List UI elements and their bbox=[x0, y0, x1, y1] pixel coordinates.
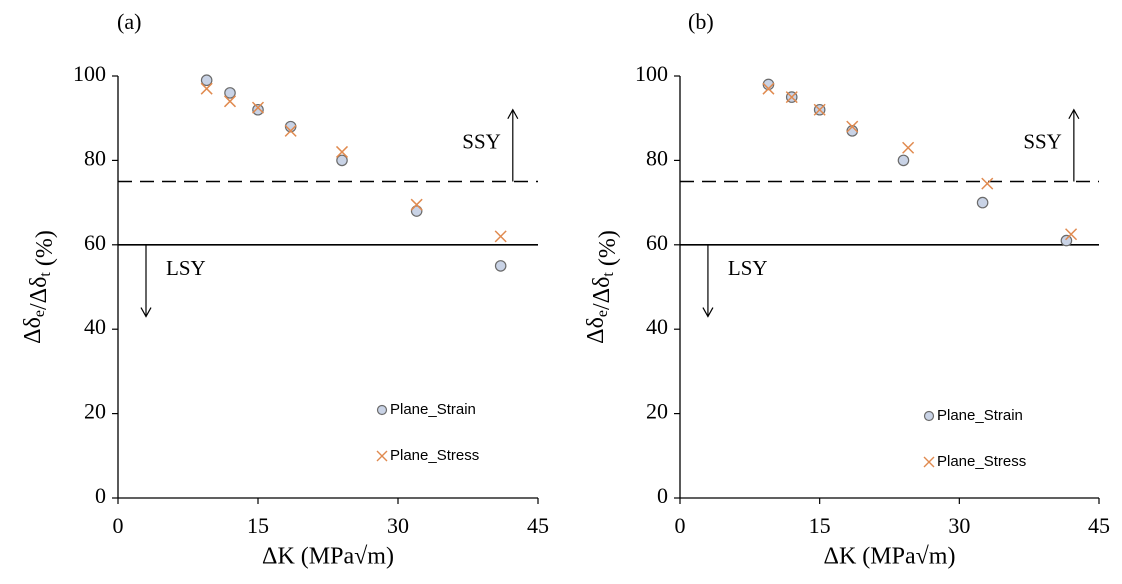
ssy-arrow-head bbox=[507, 108, 519, 120]
plane-strain-point bbox=[494, 260, 507, 272]
plane-strain-point bbox=[200, 74, 213, 87]
plane-stress-point bbox=[981, 177, 994, 190]
plane-stress-point bbox=[200, 82, 213, 95]
plane-stress-point bbox=[762, 82, 775, 95]
x-axis-label: ΔK (MPa√m) bbox=[824, 544, 956, 570]
plane-strain-point bbox=[976, 196, 989, 209]
y-tick-label: 0 bbox=[657, 483, 668, 508]
x-tick-label: 15 bbox=[247, 513, 269, 538]
plane-stress-point bbox=[284, 124, 297, 137]
x-tick-label: 0 bbox=[675, 513, 686, 538]
legend-marker-plane-strain bbox=[923, 410, 935, 422]
y-tick-label: 0 bbox=[95, 483, 106, 508]
y-tick-label: 100 bbox=[73, 61, 106, 86]
x-tick-label: 0 bbox=[113, 513, 124, 538]
plane-stress-point bbox=[251, 101, 265, 114]
ssy-arrow-head bbox=[1068, 108, 1080, 120]
legend-marker-plane-strain bbox=[376, 404, 388, 416]
plane-stress-point bbox=[335, 145, 349, 158]
y-tick-label: 20 bbox=[646, 399, 668, 424]
panel-label: (a) bbox=[117, 9, 141, 34]
plane-strain-point bbox=[252, 103, 264, 116]
y-axis-label: Δδe/Δδt (%) bbox=[20, 230, 58, 344]
plane-stress-point bbox=[1065, 228, 1078, 241]
x-tick-label: 45 bbox=[527, 513, 549, 538]
y-tick-label: 80 bbox=[646, 145, 668, 170]
x-tick-label: 45 bbox=[1088, 513, 1110, 538]
y-tick-label: 40 bbox=[646, 314, 668, 339]
y-tick-label: 80 bbox=[84, 145, 106, 170]
y-tick-label: 100 bbox=[635, 61, 668, 86]
legend-marker-plane-stress bbox=[376, 450, 388, 462]
legend: Plane_Strain Plane_Stress bbox=[923, 407, 1026, 470]
plane-stress-point bbox=[223, 95, 237, 108]
plane-strain-point bbox=[224, 87, 236, 99]
y-tick-label: 60 bbox=[646, 230, 668, 255]
plane-stress-point bbox=[846, 120, 859, 133]
chart-panel-a: (a) 0 20 40 60 80 100 0 15 30 45 ΔK (MPa√m) Δδe/Δδt … bbox=[20, 9, 550, 569]
legend-label: Plane_Strain bbox=[937, 407, 1023, 424]
legend-label: Plane_Stress bbox=[390, 447, 479, 464]
plane-stress-point bbox=[410, 198, 423, 211]
plane-strain-point bbox=[336, 154, 348, 167]
y-axis-label: Δδe/Δδt (%) bbox=[583, 230, 621, 344]
legend-label: Plane_Stress bbox=[937, 453, 1026, 470]
lsy-label: LSY bbox=[728, 256, 768, 280]
plane-stress-point bbox=[813, 103, 826, 116]
plane-stress-point bbox=[785, 91, 798, 104]
chart-panel-b: (b) 0 20 40 60 80 100 0 15 30 45 ΔK (MPa√m) Δδe/Δδt … bbox=[583, 9, 1111, 569]
ssy-label: SSY bbox=[462, 129, 501, 153]
legend-marker-plane-stress bbox=[923, 456, 935, 468]
x-tick-label: 30 bbox=[387, 513, 409, 538]
y-tick-label: 40 bbox=[84, 314, 106, 339]
lsy-arrow-head bbox=[140, 307, 152, 318]
panel-label: (b) bbox=[688, 9, 714, 34]
x-tick-label: 15 bbox=[809, 513, 831, 538]
legend-label: Plane_Strain bbox=[390, 401, 476, 418]
legend: Plane_Strain Plane_Stress bbox=[376, 401, 479, 464]
y-tick-label: 60 bbox=[84, 230, 106, 255]
plane-strain-point bbox=[897, 154, 910, 167]
ssy-label: SSY bbox=[1023, 129, 1062, 153]
x-tick-label: 30 bbox=[948, 513, 970, 538]
plane-strain-point bbox=[1060, 234, 1073, 247]
plane-stress-point bbox=[494, 230, 507, 243]
lsy-label: LSY bbox=[166, 256, 206, 280]
plane-stress-point bbox=[902, 141, 915, 154]
plane-strain-point bbox=[410, 205, 423, 217]
lsy-arrow-head bbox=[702, 307, 714, 318]
y-tick-label: 20 bbox=[84, 399, 106, 424]
x-axis-label: ΔK (MPa√m) bbox=[262, 544, 394, 570]
